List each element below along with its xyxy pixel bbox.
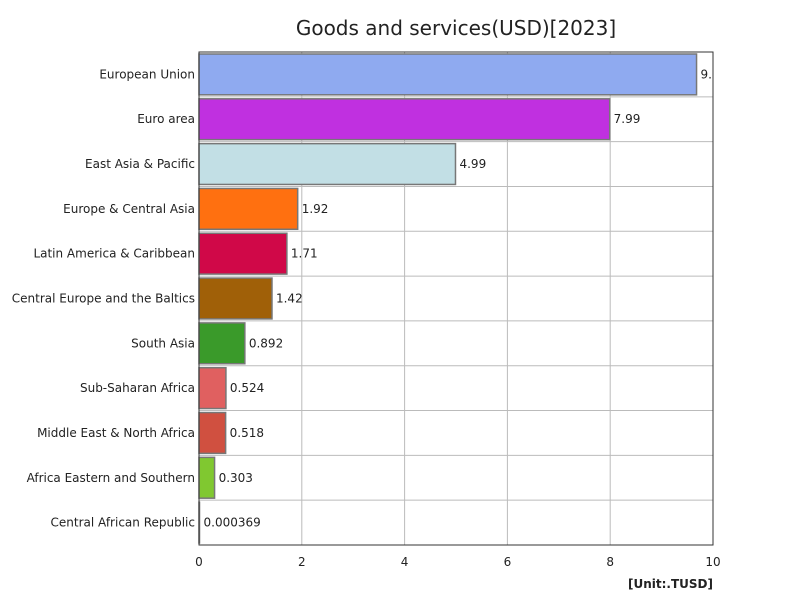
x-tick-label: 4 xyxy=(401,555,409,569)
x-tick-label: 8 xyxy=(606,555,614,569)
category-label: Africa Eastern and Southern xyxy=(27,471,195,485)
value-label: 0.518 xyxy=(230,426,264,440)
bar xyxy=(198,366,227,410)
chart-title: Goods and services(USD)[2023] xyxy=(296,16,616,40)
bar xyxy=(198,411,227,455)
category-labels: European Union Euro area East Asia & Pacif… xyxy=(12,67,195,529)
bar xyxy=(198,142,457,186)
category-label: Europe & Central Asia xyxy=(63,202,195,216)
x-tick-label: 2 xyxy=(298,555,306,569)
value-label: 1.92 xyxy=(302,202,329,216)
bar xyxy=(198,98,611,141)
bar xyxy=(198,53,698,96)
category-label: European Union xyxy=(99,67,195,81)
bar xyxy=(198,187,299,231)
x-tick-label: 0 xyxy=(195,555,203,569)
value-label: 0.303 xyxy=(219,471,253,485)
bar xyxy=(198,277,273,320)
unit-label: [Unit:.TUSD] xyxy=(628,577,713,591)
value-label: 0.000369 xyxy=(204,516,261,530)
value-label: 1.42 xyxy=(276,292,303,306)
bars xyxy=(198,53,698,544)
category-label: Central African Republic xyxy=(51,516,195,530)
value-labels: 9. 7.99 4.99 1.92 1.71 1.42 0.892 0.524 0.518 0.3… xyxy=(204,67,713,529)
category-label: South Asia xyxy=(131,336,195,350)
category-label: Latin America & Caribbean xyxy=(33,247,195,261)
value-label: 0.524 xyxy=(230,381,264,395)
category-label: Sub-Saharan Africa xyxy=(80,381,195,395)
value-label: 4.99 xyxy=(459,157,486,171)
bar xyxy=(198,456,216,499)
x-tick-label: 10 xyxy=(705,555,720,569)
value-label: 9. xyxy=(701,67,712,81)
value-label: 1.71 xyxy=(291,247,318,261)
category-label: Middle East & North Africa xyxy=(37,426,195,440)
value-label: 7.99 xyxy=(614,112,641,126)
x-axis-ticks: 0 2 4 6 8 10 xyxy=(195,555,720,569)
bar xyxy=(198,322,246,365)
value-label: 0.892 xyxy=(249,336,283,350)
bar xyxy=(198,232,288,275)
category-label: East Asia & Pacific xyxy=(85,157,195,171)
x-tick-label: 6 xyxy=(504,555,512,569)
category-label: Central Europe and the Baltics xyxy=(12,292,195,306)
plot-frame xyxy=(198,51,714,546)
category-label: Euro area xyxy=(137,112,195,126)
